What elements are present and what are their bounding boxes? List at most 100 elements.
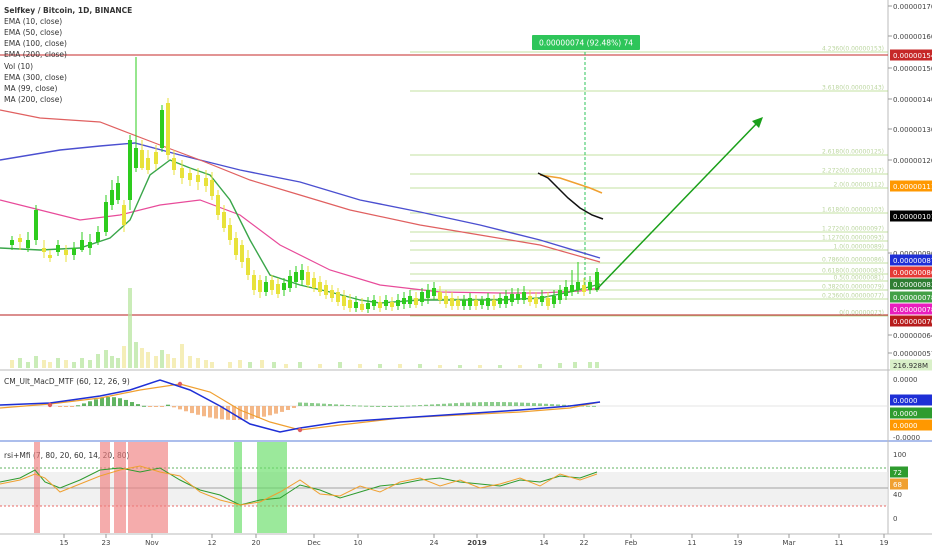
fib-level-label: 1.2720(0.00000097) <box>822 226 884 233</box>
volume-bar <box>378 364 382 368</box>
price-tick-label: 0.00000090 <box>893 250 932 258</box>
price-tag-label: 0.00000154 <box>893 52 932 60</box>
macd-histogram-bar <box>70 406 74 407</box>
legend-ema10[interactable]: EMA (10, close) <box>4 17 63 26</box>
macd-histogram-bar <box>562 404 566 406</box>
price-tick-label: 0.00000120 <box>893 157 932 165</box>
macd-histogram-bar <box>334 404 338 406</box>
macd-histogram-bar <box>256 406 260 418</box>
macd-histogram-bar <box>418 405 422 407</box>
candle-body <box>188 173 192 180</box>
price-tick-label: 0.00000140 <box>893 96 932 104</box>
macd-histogram-bar <box>58 406 62 407</box>
candle-body <box>312 278 316 288</box>
macd-histogram-bar <box>148 406 152 407</box>
price-tick-label: 0.00000160 <box>893 33 932 41</box>
candle-body <box>300 270 304 280</box>
candle-body <box>582 285 586 292</box>
candle-body <box>402 298 406 304</box>
macd-histogram-bar <box>340 404 344 406</box>
candle-body <box>110 190 114 205</box>
legend-ema300[interactable]: EMA (300, close) <box>4 73 67 82</box>
macd-histogram-bar <box>328 404 332 406</box>
macd-histogram-bar <box>106 397 110 406</box>
price-tag-label: 0.00000070 <box>893 318 932 326</box>
legend-vol[interactable]: Vol (10) <box>4 62 34 71</box>
time-tick-label: 10 <box>354 539 363 547</box>
volume-bar <box>284 364 288 368</box>
macd-histogram-bar <box>304 402 308 406</box>
candle-body <box>134 148 138 168</box>
macd-histogram-bar <box>118 398 122 406</box>
candle-body <box>456 300 460 306</box>
candle-body <box>378 302 382 308</box>
volume-bar <box>180 344 184 368</box>
macd-histogram-bar <box>76 405 80 407</box>
overbought-zone <box>128 442 168 533</box>
macd-histogram-bar <box>412 405 416 407</box>
rsi-tag <box>890 478 908 490</box>
price-tag <box>890 359 932 371</box>
macd-histogram-bar <box>280 406 284 412</box>
candle-body <box>432 288 436 296</box>
macd-histogram-bar <box>472 402 476 406</box>
candle-body <box>330 290 334 298</box>
volume-bar <box>10 360 14 368</box>
overbought-zone <box>34 442 40 533</box>
macd-histogram-bar <box>322 403 326 406</box>
candle-body <box>558 290 562 300</box>
macd-histogram-bar <box>484 402 488 406</box>
candle-body <box>246 258 250 275</box>
candle-body <box>420 292 424 302</box>
volume-bar <box>498 365 502 368</box>
candle-body <box>116 183 120 200</box>
legend-ma99[interactable]: MA (99, close) <box>4 84 58 93</box>
volume-bar <box>272 362 276 368</box>
volume-bar <box>48 362 52 368</box>
volume-bar <box>238 360 242 368</box>
macd-histogram-bar <box>184 406 188 412</box>
candle-body <box>486 298 490 306</box>
volume-bar <box>160 350 164 368</box>
price-tag <box>890 315 932 327</box>
volume-bar <box>260 360 264 368</box>
price-tag-label: 0.00000086 <box>893 269 932 277</box>
macd-histogram-bar <box>424 404 428 406</box>
projection-line-orange <box>539 174 603 194</box>
candle-body <box>216 195 220 215</box>
fib-level-label: 3.6180(0.00000143) <box>822 85 884 92</box>
candle-body <box>342 296 346 306</box>
macd-histogram-bar <box>502 402 506 406</box>
legend-ema100[interactable]: EMA (100, close) <box>4 39 67 48</box>
legend-ema200[interactable]: EMA (200, close) <box>4 50 67 59</box>
price-tag-label: 0.00000101 <box>893 213 932 221</box>
candle-body <box>222 212 226 228</box>
macd-histogram-bar <box>406 405 410 407</box>
price-tag <box>890 278 932 290</box>
macd-histogram-bar <box>436 404 440 406</box>
fib-level-label: 0.5(0.00000081) <box>834 275 885 282</box>
fib-level-label: 2.0(0.00000112) <box>834 182 885 189</box>
candle-body <box>444 296 448 304</box>
candle-body <box>474 300 478 306</box>
macd-cross-dot <box>177 381 183 387</box>
fib-level-label: 2.6180(0.00000125) <box>822 149 884 156</box>
candle-body <box>528 296 532 302</box>
candle-body <box>462 300 466 306</box>
legend-ma200[interactable]: MA (200, close) <box>4 95 63 104</box>
candle-body <box>26 240 30 248</box>
candle-body <box>354 302 358 308</box>
candle-body <box>72 248 76 255</box>
target-arrow-head <box>752 117 763 128</box>
candle-body <box>276 284 280 294</box>
candle-body <box>154 152 158 164</box>
candle-body <box>172 158 176 170</box>
candle-body <box>42 248 46 252</box>
candle-body <box>180 168 184 178</box>
candle-body <box>252 275 256 290</box>
macd-tag-label: 0.0000 <box>893 410 918 418</box>
legend-ema50[interactable]: EMA (50, close) <box>4 28 63 37</box>
macd-histogram-bar <box>94 399 98 406</box>
fib-level-label: 0(0.00000073) <box>839 310 884 317</box>
